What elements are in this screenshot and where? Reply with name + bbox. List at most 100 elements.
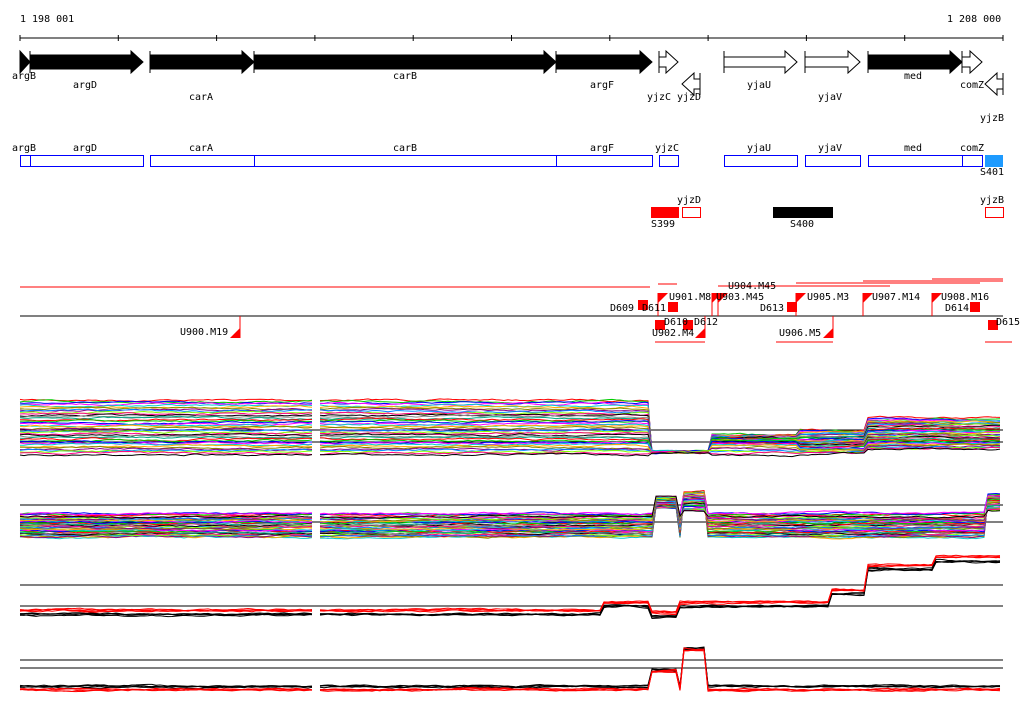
- plot-1-series: [20, 442, 313, 447]
- gene-label-yjzB[interactable]: yjzB: [980, 113, 1005, 124]
- annotation-box-argD: [30, 155, 144, 167]
- gene-label-yjaV[interactable]: yjaV: [818, 92, 843, 103]
- plot-3-series: [319, 554, 1001, 613]
- segment-yjzD: [682, 207, 701, 218]
- plot-2-series: [319, 492, 1001, 516]
- plot-1-series: [19, 408, 313, 413]
- plot-4-series: [19, 685, 313, 690]
- box-label-argD: argD: [73, 143, 98, 154]
- gene-label-carB[interactable]: carB: [393, 71, 418, 82]
- plot-1-series: [19, 435, 313, 440]
- box-label-argB: argB: [12, 143, 37, 154]
- plot-1-series: [19, 419, 313, 424]
- plot-3-series: [319, 558, 1001, 618]
- plot-1-series: [19, 427, 313, 432]
- annotation-box-argF: [556, 155, 653, 167]
- feature-flag: [718, 293, 728, 303]
- segment-label-s400: S400: [790, 219, 815, 230]
- segment-s401: [985, 155, 1003, 167]
- feature-U905-M3[interactable]: U905.M3: [807, 292, 850, 303]
- annotation-box-yjaV: [805, 155, 861, 167]
- feature-D611[interactable]: D611: [642, 303, 667, 314]
- feature-D613[interactable]: D613: [760, 303, 785, 314]
- gene-arrow-comZ: [961, 49, 983, 75]
- box-label-yjzC: yjzC: [655, 143, 680, 154]
- plot-1-series: [19, 413, 313, 417]
- gene-arrow-yjaV: [804, 49, 861, 75]
- feature-flag: [863, 293, 873, 303]
- feature-D609[interactable]: D609: [610, 303, 635, 314]
- plot-2-series: [19, 525, 313, 531]
- annotation-box-argB: [20, 155, 31, 167]
- gene-label-comZ[interactable]: comZ: [960, 80, 985, 91]
- feature-U906-M5[interactable]: U906.M5: [779, 328, 822, 339]
- ruler-start-label: 1 198 001: [20, 14, 75, 25]
- plot-1-series: [19, 407, 313, 412]
- gene-label-yjzD[interactable]: yjzD: [677, 92, 702, 103]
- segment-label-yjzD: yjzD: [677, 195, 702, 206]
- gene-label-yjaU[interactable]: yjaU: [747, 80, 772, 91]
- segment-label-s401: S401: [980, 167, 1005, 178]
- feature-U904-M45[interactable]: U904.M45: [728, 281, 777, 292]
- plot-1-series: [319, 447, 1001, 458]
- feature-U907-M14[interactable]: U907.M14: [872, 292, 921, 303]
- gene-arrow-carA: [149, 49, 255, 75]
- plot-1-series: [19, 399, 313, 405]
- feature-block: [683, 320, 693, 330]
- feature-block: [668, 302, 678, 312]
- feature-D612[interactable]: D612: [694, 317, 719, 328]
- plot-2-series: [19, 514, 313, 519]
- feature-block: [655, 320, 665, 330]
- plot-3-series: [319, 555, 1001, 615]
- plot-4-series: [319, 649, 1001, 693]
- segment-yjzB: [985, 207, 1004, 218]
- segment-label-s399: S399: [651, 219, 676, 230]
- feature-flag: [230, 328, 240, 338]
- gene-arrow-argB: [19, 49, 31, 75]
- feature-D614[interactable]: D614: [945, 303, 970, 314]
- plot-3-series: [19, 613, 313, 618]
- gene-label-yjzC[interactable]: yjzC: [647, 92, 672, 103]
- box-label-carA: carA: [189, 143, 214, 154]
- plot-2-series: [319, 498, 1001, 534]
- annotation-box-med: [868, 155, 963, 167]
- gene-label-carA[interactable]: carA: [189, 92, 214, 103]
- gene-arrow-yjzD: [681, 71, 701, 97]
- feature-D610[interactable]: D610: [664, 317, 689, 328]
- plot-1-series: [19, 422, 313, 426]
- plot-2-series: [19, 511, 313, 516]
- plot-1-series: [19, 414, 313, 419]
- annotation-box-comZ: [962, 155, 983, 167]
- plot-1-series: [19, 438, 313, 443]
- feature-D615[interactable]: D615: [996, 317, 1021, 328]
- segment-label-yjzB: yjzB: [980, 195, 1005, 206]
- feature-flag: [823, 328, 833, 338]
- plot-2-series: [319, 493, 1001, 538]
- gene-label-argF[interactable]: argF: [590, 80, 615, 91]
- feature-U903-M45[interactable]: U903.M45: [716, 292, 765, 303]
- plot-1-series: [19, 430, 313, 435]
- feature-flag: [932, 293, 942, 303]
- gene-label-argB[interactable]: argB: [12, 71, 37, 82]
- box-label-med: med: [904, 143, 923, 154]
- plot-4-series: [19, 685, 313, 689]
- plot-2-series: [20, 522, 313, 528]
- plot-1-series: [19, 432, 313, 437]
- gene-label-argD[interactable]: argD: [73, 80, 98, 91]
- feature-U902-M4[interactable]: U902.M4: [652, 328, 695, 339]
- box-label-comZ: comZ: [960, 143, 985, 154]
- feature-U900-M19[interactable]: U900.M19: [180, 327, 229, 338]
- plot-1-series: [19, 402, 313, 407]
- feature-U908-M16[interactable]: U908.M16: [941, 292, 990, 303]
- box-label-carB: carB: [393, 143, 418, 154]
- gene-label-med[interactable]: med: [904, 71, 923, 82]
- feature-block: [970, 302, 980, 312]
- plot-1-series: [19, 445, 313, 450]
- box-label-yjaV: yjaV: [818, 143, 843, 154]
- feature-U901-M8[interactable]: U901.M8: [669, 292, 712, 303]
- plot-1-series: [19, 398, 313, 403]
- plot-1-series: [19, 433, 313, 437]
- feature-block: [638, 300, 648, 310]
